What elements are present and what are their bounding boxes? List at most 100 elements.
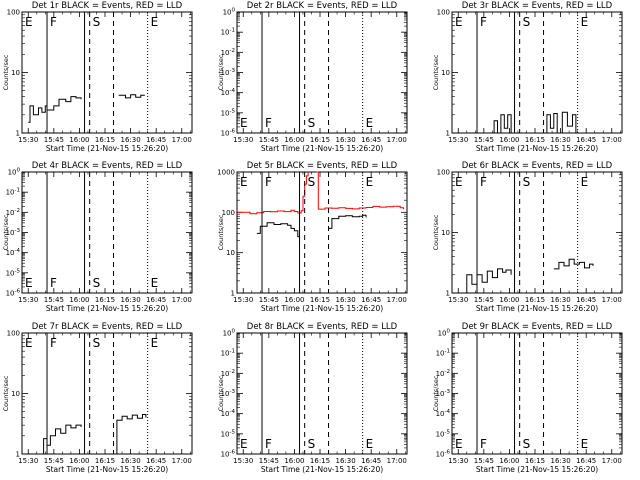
x-tick-label: 16:30 [121, 136, 141, 144]
event-rate-line [465, 268, 512, 294]
y-tick-label: 10 [441, 69, 450, 77]
y-tick-label: 10-1 [221, 349, 235, 358]
y-tick-label: 10-6 [221, 129, 236, 138]
y-axis-label: Counts/sec [432, 214, 440, 250]
y-axis-label: Counts/sec [432, 54, 440, 90]
x-tick-label: 17:00 [602, 457, 622, 465]
y-axis-label: Counts/sec [2, 54, 10, 90]
x-tick-label: 16:45 [576, 136, 596, 144]
event-rate-line [41, 424, 82, 455]
y-axis-label: Counts/sec [432, 375, 440, 411]
x-tick-label: 16:45 [146, 457, 166, 465]
x-tick-label: 17:00 [387, 457, 407, 465]
x-tick-label: 16:30 [551, 457, 571, 465]
x-tick-label: 16:30 [336, 296, 356, 304]
y-tick-label: 100 [437, 169, 450, 177]
marker-label: E [25, 336, 33, 350]
marker-label: E [455, 175, 463, 189]
x-tick-label: 15:45 [259, 296, 279, 304]
y-tick-label: 10-5 [221, 429, 236, 438]
x-tick-label: 15:45 [259, 457, 279, 465]
y-tick-label: 10-4 [221, 88, 236, 97]
x-tick-label: 15:30 [18, 136, 38, 144]
y-tick-label: 10 [11, 69, 20, 77]
x-tick-label: 17:00 [602, 296, 622, 304]
marker-label: E [151, 336, 159, 350]
detector-panel: Det 3r BLACK = Events, RED = LLD Counts/s… [432, 1, 623, 153]
x-tick-label: 16:30 [336, 136, 356, 144]
event-rate-line [47, 96, 82, 111]
marker-label: F [265, 116, 272, 130]
panel-title: Det 9r BLACK = Events, RED = LLD [462, 322, 613, 332]
x-tick-label: 16:00 [69, 136, 89, 144]
y-tick-label: 100 [223, 8, 236, 17]
marker-label: F [480, 15, 487, 29]
x-tick-label: 15:45 [44, 136, 64, 144]
y-tick-label: 10 [11, 390, 20, 398]
marker-label: F [50, 276, 57, 290]
x-tick-label: 15:30 [18, 296, 38, 304]
marker-label: S [308, 437, 316, 451]
x-tick-label: 16:15 [525, 457, 545, 465]
y-tick-label: 10-6 [436, 450, 451, 459]
y-tick-label: 1 [16, 451, 20, 459]
x-tick-label: 15:30 [233, 457, 253, 465]
marker-label: S [93, 336, 101, 350]
y-tick-label: 1000 [217, 169, 235, 177]
y-tick-label: 100 [222, 209, 235, 217]
y-tick-label: 10-1 [436, 349, 450, 358]
x-tick-label: 16:30 [121, 457, 141, 465]
marker-label: E [581, 15, 589, 29]
event-rate-line [256, 222, 300, 243]
x-axis-label: Start Time (21-Nov-15 15:26:20) [46, 144, 168, 153]
y-tick-label: 100 [8, 168, 21, 177]
x-tick-label: 16:45 [361, 136, 381, 144]
x-tick-label: 16:30 [551, 136, 571, 144]
marker-label: E [366, 116, 374, 130]
marker-label: E [240, 116, 248, 130]
y-axis-label: Counts/sec [217, 214, 225, 250]
y-tick-label: 100 [438, 329, 451, 338]
x-axis-label: Start Time (21-Nov-15 15:26:20) [46, 465, 168, 474]
marker-label: S [308, 116, 316, 130]
y-tick-label: 1 [446, 130, 450, 138]
x-axis-label: Start Time (21-Nov-15 15:26:20) [476, 304, 598, 313]
x-tick-label: 16:30 [336, 457, 356, 465]
y-tick-label: 10 [226, 249, 235, 257]
x-tick-label: 16:15 [525, 136, 545, 144]
y-tick-label: 10-2 [221, 48, 235, 57]
y-tick-label: 100 [223, 329, 236, 338]
panel-title: Det 2r BLACK = Events, RED = LLD [247, 1, 398, 11]
panel-title: Det 3r BLACK = Events, RED = LLD [462, 1, 613, 11]
y-tick-label: 10-5 [436, 429, 451, 438]
x-tick-label: 17:00 [172, 136, 192, 144]
x-tick-label: 15:45 [44, 457, 64, 465]
x-tick-label: 17:00 [387, 296, 407, 304]
marker-label: E [455, 437, 463, 451]
marker-label: S [523, 175, 531, 189]
marker-label: F [50, 336, 57, 350]
panel-title: Det 4r BLACK = Events, RED = LLD [32, 161, 183, 171]
panel-title: Det 7r BLACK = Events, RED = LLD [32, 322, 183, 332]
marker-label: E [366, 175, 374, 189]
detector-panel: Det 8r BLACK = Events, RED = LLD Counts/s… [217, 322, 408, 474]
detector-panel: Det 5r BLACK = Events, RED = LLD Counts/s… [217, 161, 408, 313]
y-tick-label: 10-3 [436, 389, 451, 398]
detector-panel: Det 7r BLACK = Events, RED = LLD Counts/s… [2, 322, 193, 474]
x-tick-label: 16:45 [146, 296, 166, 304]
x-tick-label: 16:00 [499, 136, 519, 144]
x-tick-label: 17:00 [602, 136, 622, 144]
marker-label: F [480, 437, 487, 451]
x-tick-label: 16:00 [69, 457, 89, 465]
y-tick-label: 10-1 [6, 188, 20, 197]
y-tick-label: 10-3 [221, 389, 236, 398]
event-rate-line [28, 105, 48, 123]
y-axis-label: Counts/sec [217, 375, 225, 411]
y-axis-label: Counts/sec [2, 214, 10, 250]
x-tick-label: 16:15 [310, 296, 330, 304]
y-tick-label: 10-3 [221, 68, 236, 77]
event-rate-line [118, 94, 145, 99]
marker-label: S [523, 437, 531, 451]
marker-label: E [240, 175, 248, 189]
